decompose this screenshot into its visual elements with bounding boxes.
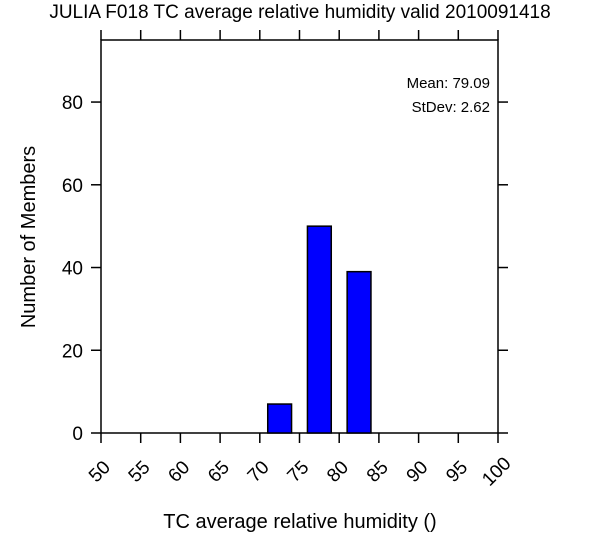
histogram-bar xyxy=(346,270,372,434)
x-tick-label: 75 xyxy=(284,457,314,487)
y-tick-label: 80 xyxy=(62,93,83,114)
y-tick-label: 60 xyxy=(62,176,83,197)
x-tick-label: 100 xyxy=(478,453,515,490)
x-tick-label: 95 xyxy=(442,457,472,487)
x-tick-label: 55 xyxy=(125,457,155,487)
x-tick-label: 85 xyxy=(363,457,393,487)
stdev-label: StDev: 2.62 xyxy=(412,99,490,116)
x-axis-label: TC average relative humidity () xyxy=(163,511,436,533)
mean-label: Mean: 79.09 xyxy=(407,75,490,92)
y-tick-label: 20 xyxy=(62,341,83,362)
y-axis-label: Number of Members xyxy=(18,146,40,328)
histogram-bar xyxy=(266,403,293,434)
y-tick-label: 40 xyxy=(62,259,83,280)
x-tick-label: 60 xyxy=(164,457,194,487)
y-axis: 0 20 40 60 80 xyxy=(62,93,508,445)
x-tick-label: 65 xyxy=(204,457,234,487)
x-tick-label: 80 xyxy=(323,457,353,487)
bar-group xyxy=(266,225,372,434)
x-tick-label: 70 xyxy=(244,457,274,487)
histogram-bar xyxy=(306,225,333,434)
chart-title: JULIA F018 TC average relative humidity … xyxy=(49,2,550,23)
x-tick-label: 90 xyxy=(403,457,433,487)
y-tick-label: 0 xyxy=(72,424,83,445)
x-tick-label: 50 xyxy=(85,457,115,487)
